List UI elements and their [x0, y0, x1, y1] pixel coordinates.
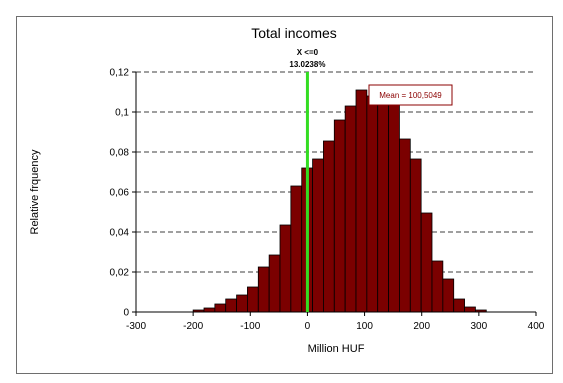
x-tick-label: 0 [305, 321, 311, 332]
histogram-bar [290, 185, 303, 313]
histogram-bar [247, 286, 259, 313]
marker-label-percent: 13.0238% [289, 60, 325, 69]
histogram-bar [431, 260, 444, 313]
x-tick-label: 400 [528, 321, 545, 332]
histogram-bar [203, 307, 216, 313]
histogram-bars [192, 89, 487, 313]
x-tick-label: 300 [471, 321, 488, 332]
histogram-bar [399, 138, 411, 313]
histogram-bar [453, 298, 465, 313]
histogram-bar [464, 306, 476, 313]
x-tick-label: 100 [356, 321, 373, 332]
histogram-chart: Total incomes 0 0,02 0,04 0,06 0,08 0,1 0,12 -3… [29, 25, 545, 355]
histogram-bar [420, 212, 433, 313]
y-tick-label: 0,12 [110, 68, 130, 79]
y-tick-label: 0,06 [110, 188, 130, 199]
histogram-bar [366, 95, 379, 313]
histogram-bar [409, 158, 422, 313]
histogram-bar [236, 294, 248, 313]
y-tick-label: 0,1 [115, 108, 129, 119]
histogram-bar [355, 89, 368, 313]
tick-labels: 0 0,02 0,04 0,06 0,08 0,1 0,12 -300 -200 -100 0 100… [110, 68, 545, 333]
chart-title: Total incomes [251, 25, 337, 41]
histogram-bar [312, 158, 324, 313]
histogram-bar [214, 303, 227, 313]
histogram-bar [388, 102, 400, 313]
histogram-bar [333, 119, 346, 313]
chart-frame: Total incomes 0 0,02 0,04 0,06 0,08 0,1 0,12 -3… [16, 16, 553, 374]
x-tick-label: -300 [126, 321, 146, 332]
marker-label-condition: X <=0 [297, 48, 319, 57]
histogram-bar [323, 140, 335, 313]
histogram-bar [344, 105, 357, 313]
histogram-bar [377, 91, 389, 313]
x-tick-label: 200 [413, 321, 430, 332]
y-tick-label: 0,04 [110, 228, 130, 239]
x-axis-title: Million HUF [308, 343, 365, 355]
y-axis-title: Relative frquency [29, 149, 41, 234]
y-tick-label: 0,08 [110, 148, 130, 159]
y-tick-label: 0 [123, 308, 129, 319]
x-tick-label: -200 [183, 321, 203, 332]
marker: X <=0 13.0238% Mean = 100,5049 [289, 48, 453, 312]
histogram-bar [279, 224, 292, 313]
histogram-bar [268, 254, 281, 313]
x-tick-label: -100 [240, 321, 260, 332]
histogram-bar [225, 298, 237, 313]
axes [132, 71, 537, 316]
mean-label: Mean = 100,5049 [379, 91, 442, 100]
mean-label-box [368, 84, 453, 106]
histogram-bar [442, 278, 455, 313]
y-tick-label: 0,02 [110, 268, 130, 279]
histogram-bar [257, 266, 270, 313]
